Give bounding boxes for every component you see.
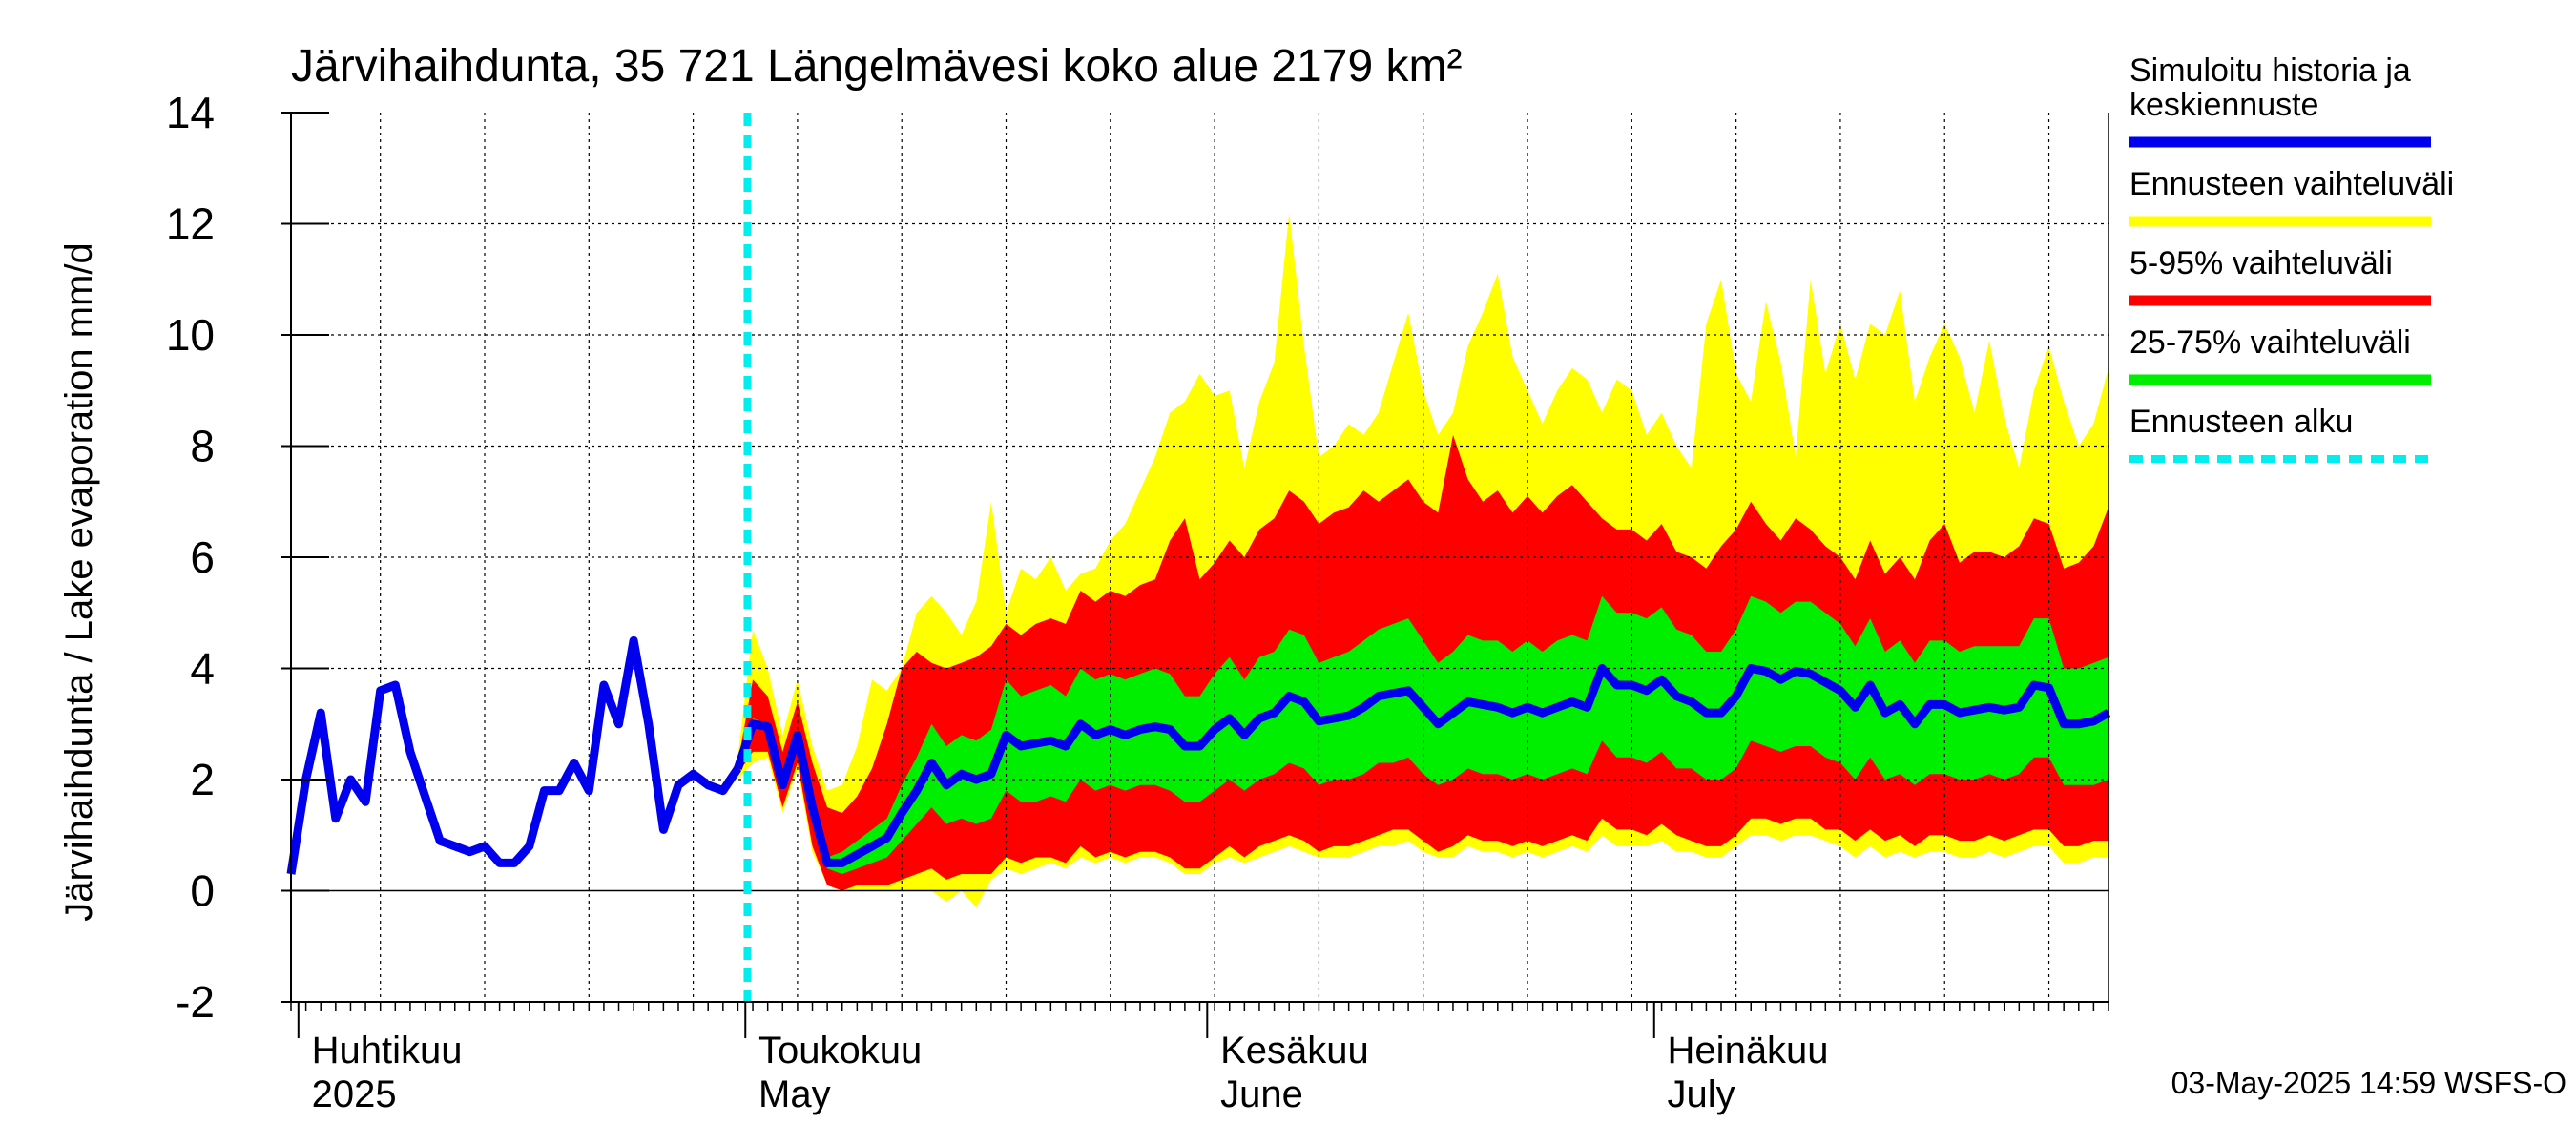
y-tick-label: -2 <box>176 977 215 1027</box>
series-lines <box>286 113 2111 1002</box>
legend-label: 5-95% vaihteluväli <box>2129 245 2393 281</box>
month-label-fi: Kesäkuu <box>1220 1030 1369 1072</box>
month-label-fi: Toukokuu <box>758 1030 922 1072</box>
month-label-en: 2025 <box>312 1073 397 1115</box>
legend-label: Ennusteen vaihteluväli <box>2129 166 2454 202</box>
legend-label: Ennusteen alku <box>2129 404 2353 440</box>
median-line <box>734 664 2111 867</box>
legend-label: Simuloitu historia ja <box>2129 52 2411 89</box>
y-tick-label: 8 <box>190 422 215 471</box>
y-tick-label: 6 <box>190 532 215 582</box>
legend-label: 25-75% vaihteluväli <box>2129 324 2411 361</box>
y-axis-label: Järvihaihdunta / Lake evaporation mm/d <box>58 242 100 922</box>
y-tick-label: 4 <box>190 644 215 694</box>
history-line <box>286 635 742 875</box>
chart-title: Järvihaihdunta, 35 721 Längelmävesi koko… <box>291 41 1462 92</box>
y-tick-label: 12 <box>166 199 215 249</box>
timestamp: 03-May-2025 14:59 WSFS-O <box>2171 1066 2566 1100</box>
legend-label: keskiennuste <box>2129 87 2318 123</box>
month-label-fi: Heinäkuu <box>1668 1030 1829 1072</box>
y-tick-label: 2 <box>190 755 215 804</box>
month-label-en: May <box>758 1073 831 1115</box>
month-label-fi: Huhtikuu <box>312 1030 463 1072</box>
y-tick-label: 10 <box>166 310 215 360</box>
month-label-en: June <box>1220 1073 1303 1115</box>
y-tick-label: 0 <box>190 866 215 916</box>
y-tick-label: 14 <box>166 88 215 137</box>
month-label-en: July <box>1668 1073 1735 1115</box>
